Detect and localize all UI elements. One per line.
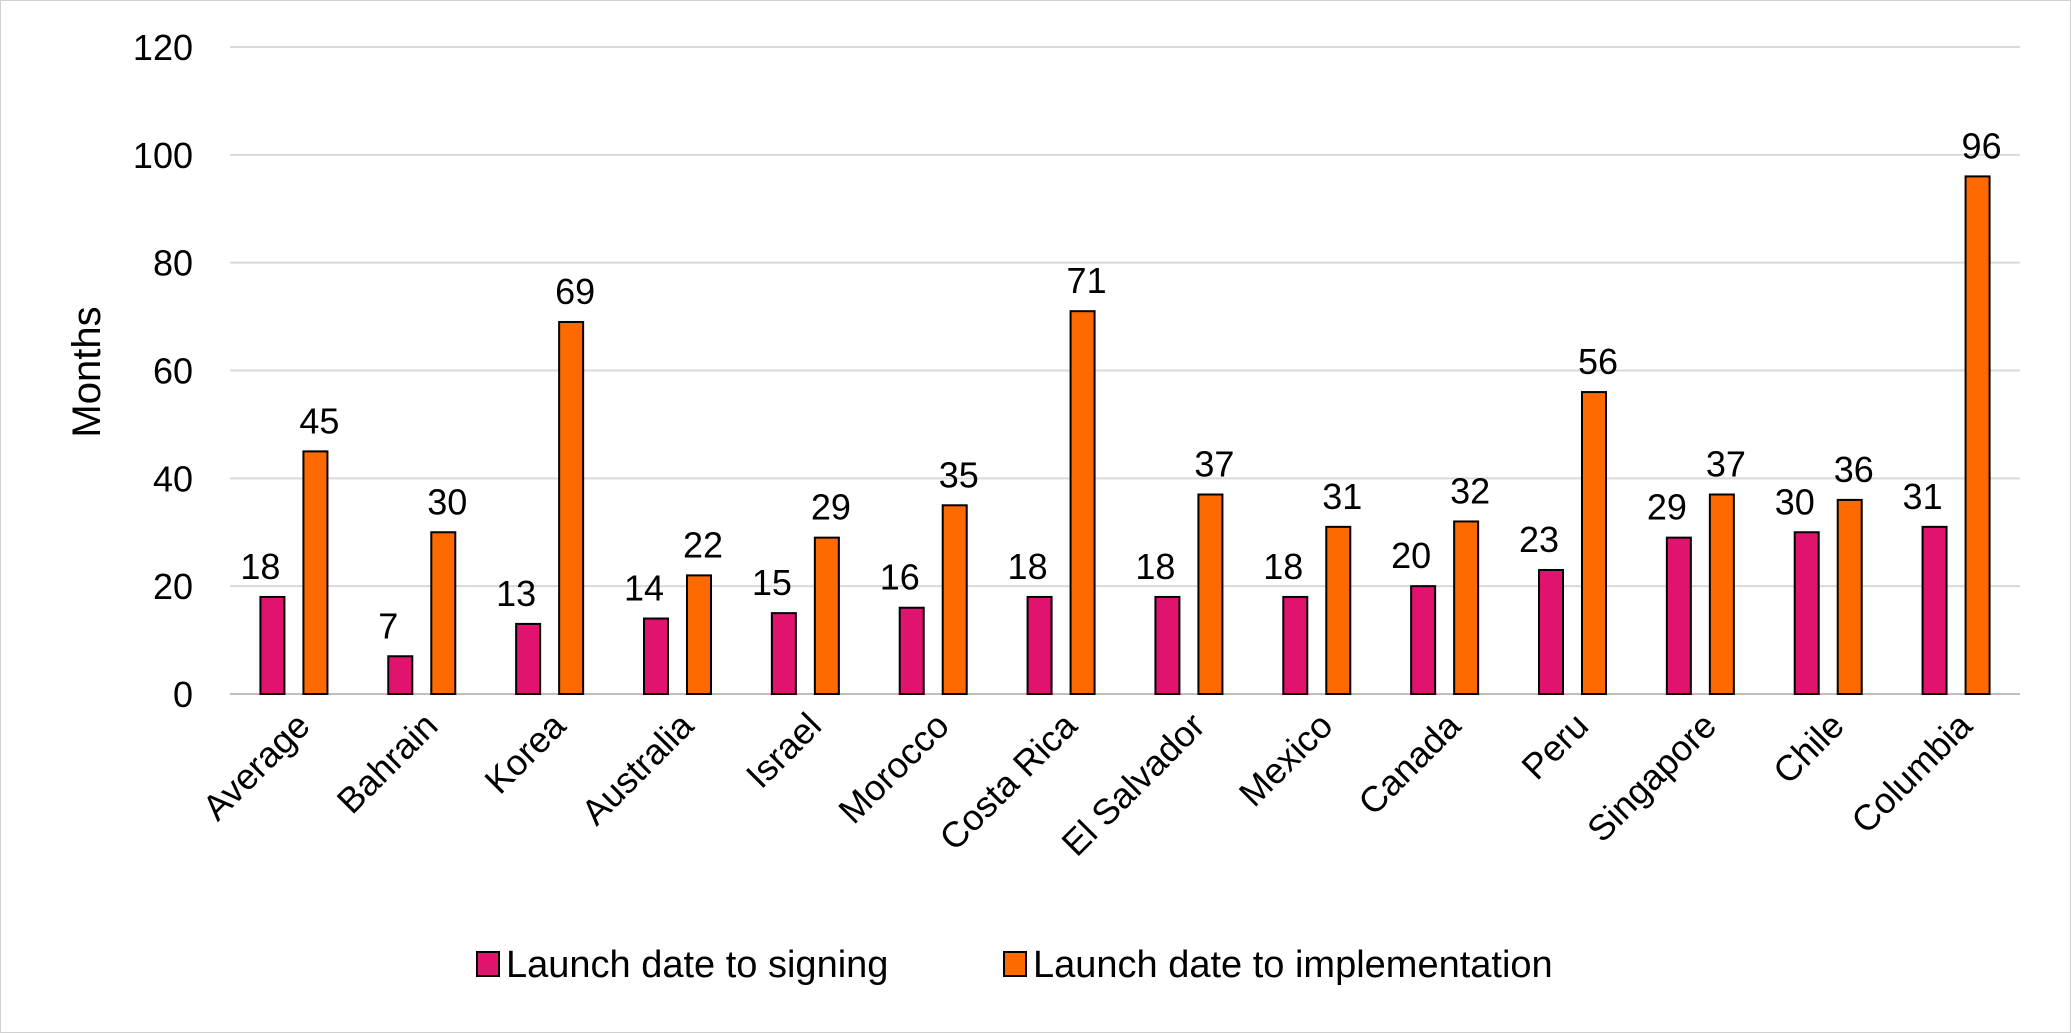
bar-implementation — [1964, 175, 1991, 695]
bar-implementation — [430, 531, 457, 695]
x-tick-label: Korea — [476, 704, 574, 802]
bar-implementation — [1453, 520, 1480, 696]
data-label: 23 — [1519, 519, 1559, 560]
x-tick-label: Chile — [1765, 705, 1852, 792]
bar-signing — [770, 612, 797, 695]
data-label: 20 — [1391, 535, 1431, 576]
legend-item: Launch date to implementation — [1003, 944, 1553, 986]
y-tick-label: 40 — [153, 458, 193, 499]
data-label: 31 — [1903, 476, 1943, 517]
x-tick-label: Canada — [1350, 704, 1469, 823]
data-label: 18 — [240, 546, 280, 587]
data-label: 7 — [378, 605, 398, 646]
data-label: 15 — [752, 562, 792, 603]
data-label: 14 — [624, 568, 664, 609]
data-label: 69 — [555, 271, 595, 312]
x-tick-label: Australia — [573, 704, 702, 833]
x-tick-label: Mexico — [1231, 705, 1341, 815]
y-tick-label: 0 — [173, 674, 193, 715]
bar-signing — [259, 595, 286, 696]
bar-series — [259, 175, 1991, 696]
y-axis-label: Months — [65, 306, 109, 437]
bar-signing — [1538, 568, 1564, 695]
bar-implementation — [1836, 498, 1863, 695]
data-label: 37 — [1194, 444, 1234, 485]
bar-signing — [1410, 585, 1437, 696]
data-label: 22 — [683, 524, 723, 565]
bar-signing — [1921, 525, 1948, 695]
y-tick-label: 80 — [153, 243, 193, 284]
x-tick-label: Israel — [738, 705, 829, 796]
bar-signing — [1793, 531, 1820, 695]
y-tick-label: 100 — [133, 135, 193, 176]
bar-implementation — [1325, 525, 1352, 695]
data-label: 32 — [1450, 470, 1490, 511]
data-label: 35 — [939, 454, 979, 495]
bar-implementation — [558, 320, 585, 695]
bar-signing — [1665, 536, 1692, 695]
data-label: 56 — [1578, 341, 1618, 382]
bar-implementation — [302, 450, 329, 695]
bar-signing — [643, 617, 669, 695]
data-label: 29 — [811, 487, 851, 528]
y-tick-label: 60 — [153, 351, 193, 392]
legend-swatch — [476, 951, 500, 977]
y-tick-label: 120 — [133, 27, 193, 68]
data-label: 36 — [1834, 449, 1874, 490]
data-label: 16 — [880, 557, 920, 598]
data-label: 29 — [1647, 487, 1687, 528]
data-label: 18 — [1008, 546, 1048, 587]
bar-implementation — [1581, 391, 1607, 695]
x-tick-label: Singapore — [1579, 705, 1724, 850]
x-tick-label: Average — [194, 705, 317, 828]
bar-implementation — [686, 574, 712, 696]
bar-implementation — [1197, 493, 1224, 695]
data-label: 30 — [427, 481, 467, 522]
data-label: 18 — [1263, 546, 1303, 587]
data-label: 37 — [1706, 444, 1746, 485]
data-label: 13 — [496, 573, 536, 614]
x-tick-label: Columbia — [1843, 704, 1980, 841]
data-label: 30 — [1775, 481, 1815, 522]
legend-label: Launch date to signing — [506, 944, 888, 986]
data-label: 45 — [299, 400, 339, 441]
x-axis: Average Bahrain Korea Australia Israel Morocc… — [194, 704, 1980, 864]
x-tick-label: Bahrain — [329, 705, 446, 822]
bar-implementation — [813, 536, 840, 695]
data-label: 18 — [1135, 546, 1175, 587]
bar-implementation — [1069, 310, 1096, 695]
bar-implementation — [941, 504, 968, 695]
legend-swatch — [1003, 951, 1027, 977]
data-labels: 18 45 7 30 13 69 14 22 15 29 16 35 18 71 18 37 18 31 20 32 2… — [240, 125, 2001, 646]
bar-signing — [515, 622, 542, 695]
bar-implementation — [1708, 493, 1735, 695]
bar-signing — [898, 606, 925, 696]
legend-label: Launch date to implementation — [1033, 944, 1553, 986]
bar-signing — [1154, 595, 1181, 696]
bar-signing — [1282, 595, 1309, 696]
y-axis: 0 20 40 60 80 100 120 — [133, 27, 193, 715]
bar-signing — [387, 655, 414, 696]
bar-signing — [1026, 595, 1053, 696]
x-tick-label: Morocco — [830, 705, 957, 832]
data-label: 96 — [1962, 125, 2002, 166]
legend-item: Launch date to signing — [476, 944, 888, 986]
y-tick-label: 20 — [153, 566, 193, 607]
x-tick-label: Peru — [1513, 705, 1596, 788]
legend: Launch date to signing Launch date to imp… — [476, 944, 1553, 986]
data-label: 71 — [1067, 260, 1107, 301]
data-label: 31 — [1322, 476, 1362, 517]
